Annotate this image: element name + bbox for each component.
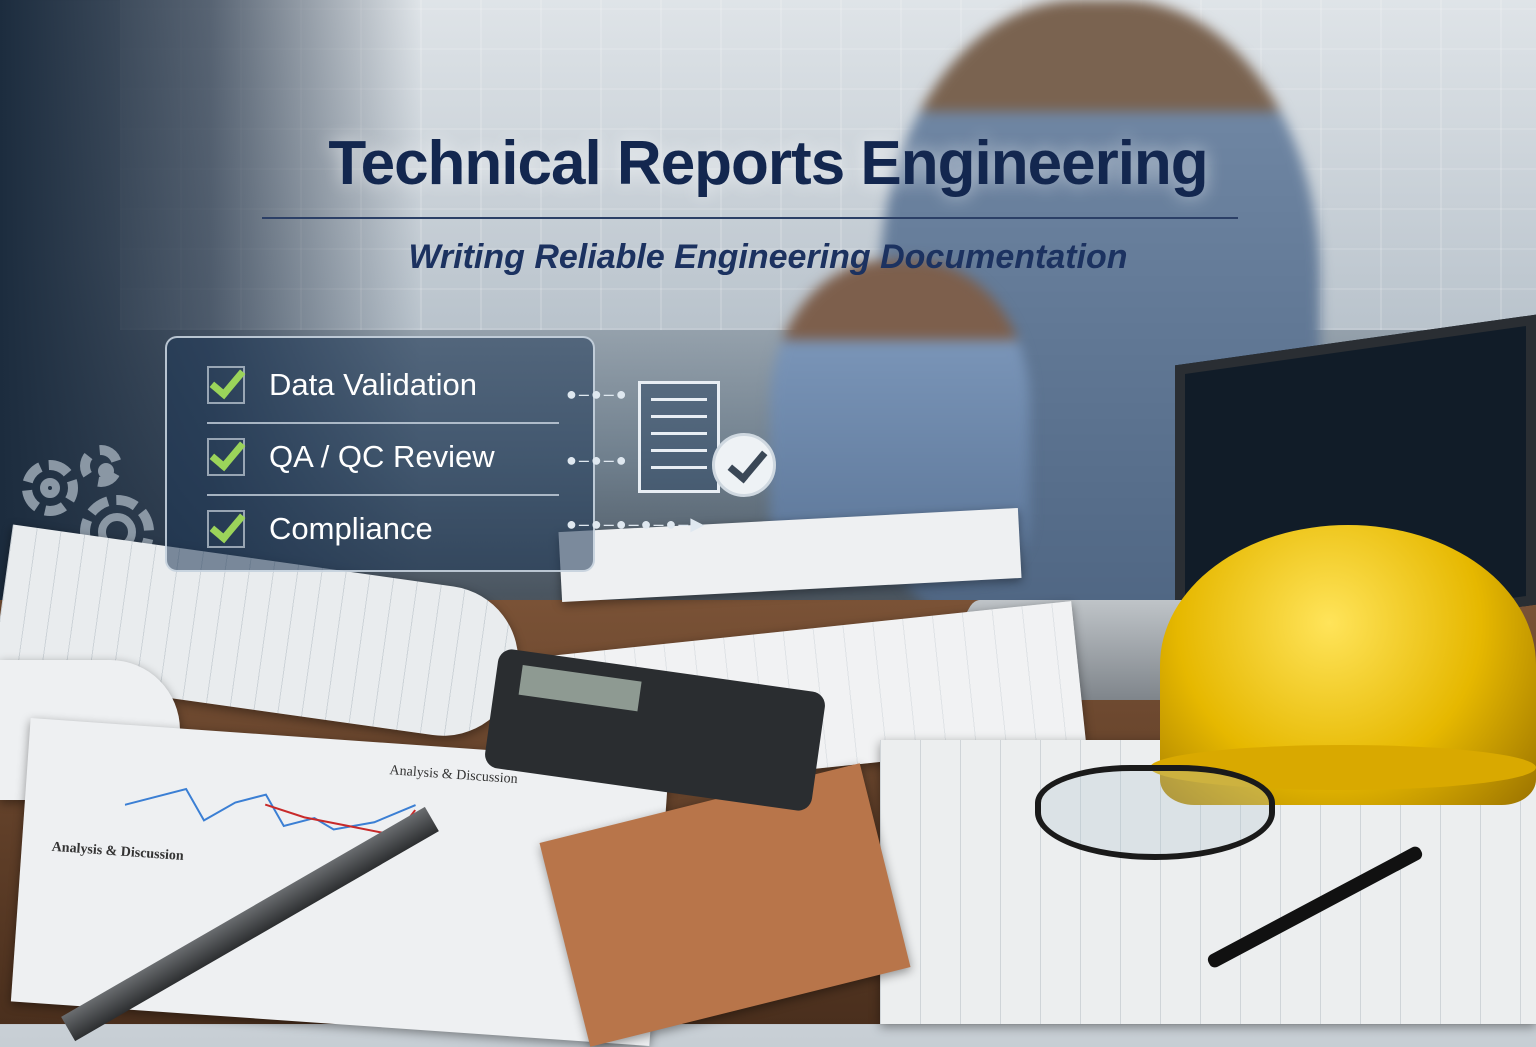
checklist-item: Data Validation bbox=[207, 350, 477, 420]
connector-arrow: ●‒●‒●‒●‒●‒▶ bbox=[566, 514, 707, 534]
check-icon bbox=[207, 366, 245, 404]
connector-dots: ●‒●‒● bbox=[566, 450, 629, 470]
checklist-item: Compliance bbox=[207, 494, 433, 564]
report-heading-2: Analysis & Discussion bbox=[51, 839, 185, 865]
page-subtitle: Writing Reliable Engineering Documentati… bbox=[408, 238, 1128, 276]
page-title: Technical Reports Engineering bbox=[328, 129, 1208, 198]
divider bbox=[207, 494, 559, 496]
checklist-item: QA / QC Review bbox=[207, 422, 495, 492]
gear-icon bbox=[22, 460, 78, 516]
divider bbox=[207, 422, 559, 424]
checklist-label: QA / QC Review bbox=[269, 439, 495, 474]
gear-icon bbox=[80, 445, 122, 487]
checklist-label: Compliance bbox=[269, 511, 433, 546]
check-icon bbox=[207, 438, 245, 476]
checklist-panel: Data Validation QA / QC Review Complianc… bbox=[165, 336, 595, 572]
check-badge-icon bbox=[712, 433, 776, 497]
calculator-display bbox=[518, 664, 642, 712]
safety-glasses bbox=[1035, 765, 1275, 860]
document-check-icon bbox=[638, 381, 720, 493]
checklist-label: Data Validation bbox=[269, 367, 477, 402]
check-icon bbox=[207, 510, 245, 548]
title-divider bbox=[262, 217, 1238, 219]
connector-dots: ●‒●‒● bbox=[566, 384, 629, 404]
chart-series-blue bbox=[124, 787, 416, 831]
